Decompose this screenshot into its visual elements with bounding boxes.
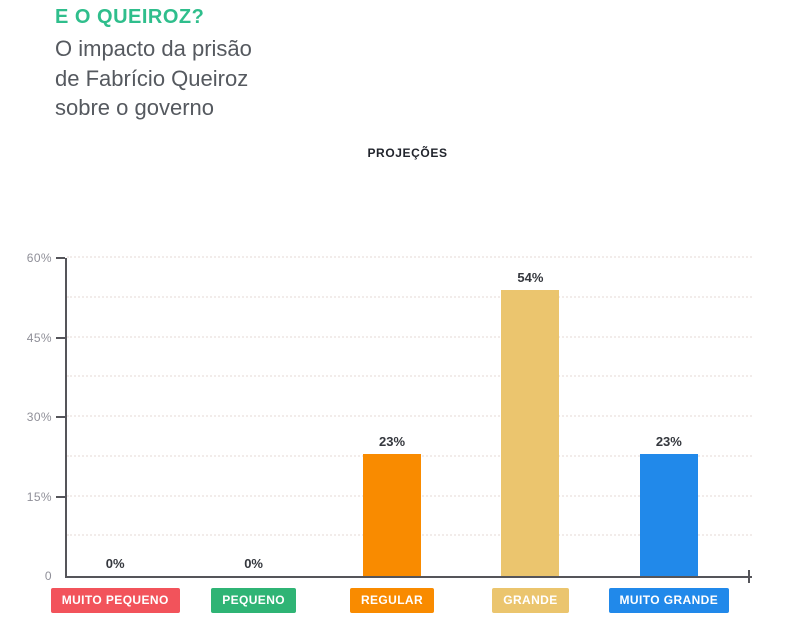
category-badge: REGULAR xyxy=(349,588,435,613)
bars-row: 0% 0% 23% 54% 23% xyxy=(46,258,738,576)
category-badges-row: MUITO PEQUENO PEQUENO REGULAR GRANDE MUITO G… xyxy=(46,588,738,613)
y-axis-label: 60% xyxy=(26,251,52,265)
gridline xyxy=(67,256,752,258)
subtitle-line-3: sobre o governo xyxy=(55,95,214,120)
bar xyxy=(363,454,422,576)
bar-value-label: 0% xyxy=(244,556,263,571)
y-axis-tick xyxy=(56,336,65,339)
y-axis-tick xyxy=(56,257,65,259)
category-badge: PEQUENO xyxy=(211,588,297,613)
category-badge: GRANDE xyxy=(492,588,569,613)
bar-slot: 0% xyxy=(184,258,322,576)
category-badge: MUITO PEQUENO xyxy=(50,588,180,613)
badge-slot: MUITO PEQUENO xyxy=(46,588,184,613)
bar-value-label: 23% xyxy=(655,434,682,450)
y-axis-label: 30% xyxy=(26,410,52,424)
bar-value-label: 54% xyxy=(517,269,544,285)
gridline xyxy=(67,415,752,417)
gridline xyxy=(67,375,752,378)
badge-slot: GRANDE xyxy=(461,588,599,613)
y-axis-tick xyxy=(56,495,65,498)
x-axis-end-tick xyxy=(748,570,750,583)
bar-value-label: 0% xyxy=(105,556,125,571)
gridline xyxy=(67,295,752,298)
bar xyxy=(501,289,560,576)
y-axis-label: 45% xyxy=(26,330,52,345)
badge-slot: MUITO GRANDE xyxy=(600,588,738,613)
chart-title: PROJEÇÕES xyxy=(367,146,448,160)
subtitle-line-1: O impacto da prisão xyxy=(55,36,252,61)
category-badge: MUITO GRANDE xyxy=(608,588,730,613)
badge-slot: REGULAR xyxy=(323,588,461,613)
y-axis-tick xyxy=(56,416,65,418)
bar xyxy=(639,454,698,576)
bar-slot: 54% xyxy=(461,258,599,576)
bar-slot: 0% xyxy=(46,258,184,576)
badge-slot: PEQUENO xyxy=(184,588,322,613)
bar-value-label: 23% xyxy=(379,434,406,450)
bar-slot: 23% xyxy=(323,258,461,576)
y-axis-label: 15% xyxy=(26,489,52,504)
page-title: E O QUEIROZ? xyxy=(55,6,205,28)
gridline xyxy=(67,335,752,338)
bar-slot: 23% xyxy=(600,258,738,576)
page-subtitle: O impacto da prisão de Fabrício Queiroz … xyxy=(55,34,252,123)
subtitle-line-2: de Fabrício Queiroz xyxy=(55,65,249,91)
y-axis-label: 0 xyxy=(44,569,52,583)
